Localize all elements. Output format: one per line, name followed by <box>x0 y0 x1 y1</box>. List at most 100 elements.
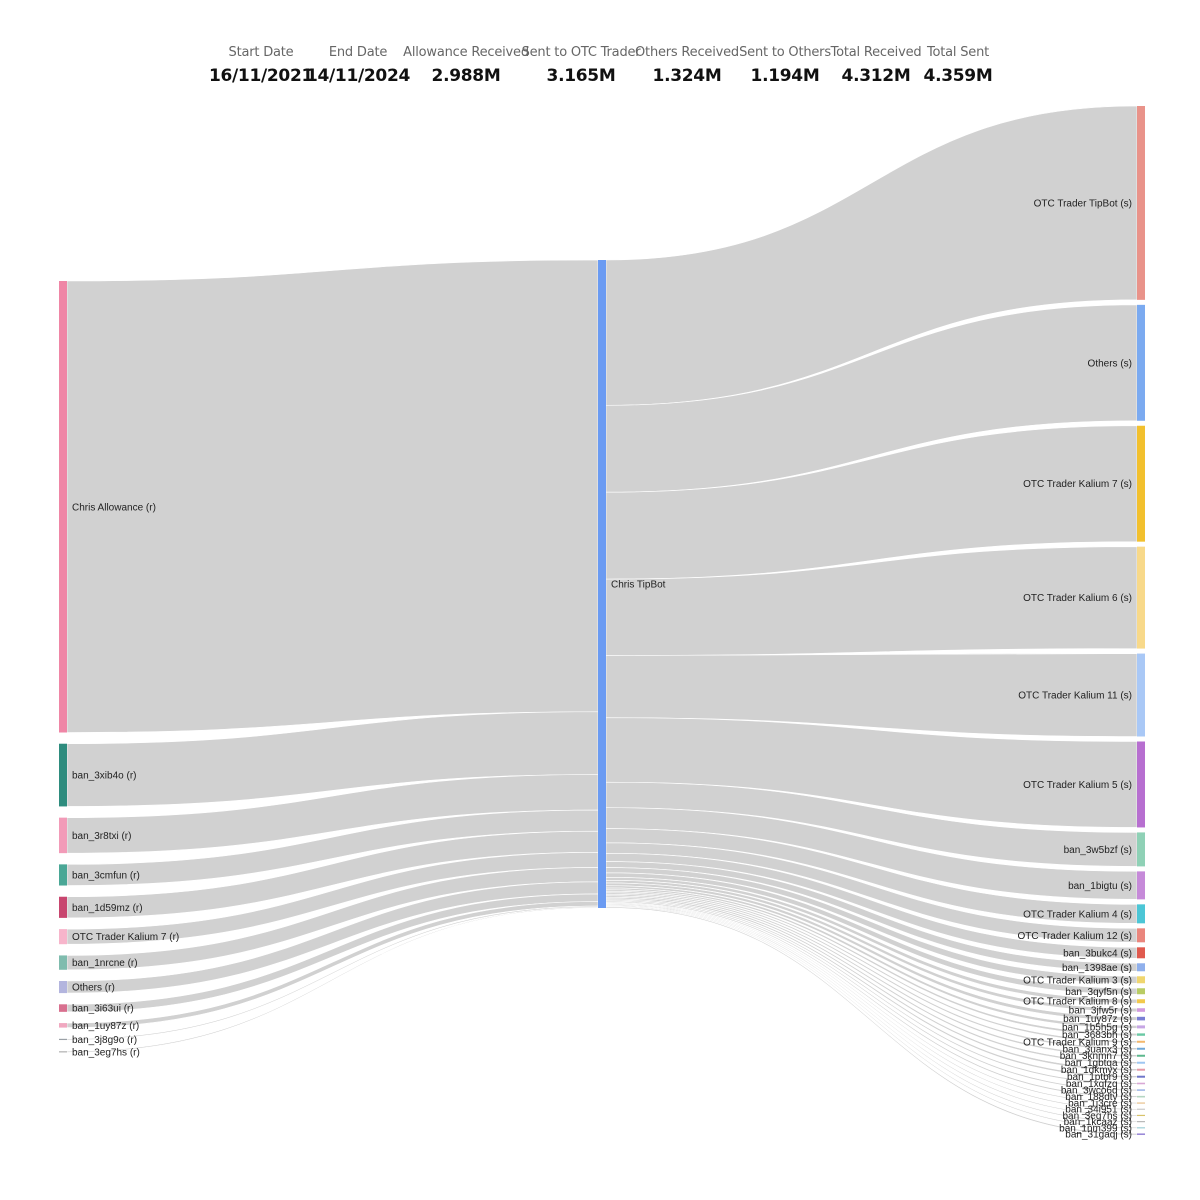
target-node[interactable] <box>1137 1121 1145 1123</box>
target-node-label: OTC Trader TipBot (s) <box>1034 198 1132 209</box>
target-node[interactable] <box>1137 653 1145 737</box>
source-node[interactable] <box>59 281 67 733</box>
target-node[interactable] <box>1137 1068 1145 1071</box>
target-node[interactable] <box>1137 304 1145 421</box>
source-node[interactable] <box>59 981 67 994</box>
target-node[interactable] <box>1137 976 1145 984</box>
outflow-link[interactable] <box>605 853 1138 959</box>
source-node[interactable] <box>59 896 67 918</box>
outflow-link[interactable] <box>605 882 1138 1021</box>
sankey-links <box>66 105 1138 1136</box>
target-node[interactable] <box>1137 741 1145 828</box>
target-node-label: ban_1gbtqa (s) <box>1065 1058 1132 1069</box>
stat-value: 16/11/2021 <box>208 66 314 86</box>
stat-value: 4.312M <box>841 66 911 86</box>
target-node[interactable] <box>1137 1089 1145 1091</box>
target-node[interactable] <box>1137 1040 1145 1043</box>
target-node[interactable] <box>1137 1127 1145 1129</box>
source-node[interactable] <box>59 743 67 807</box>
outflow-link[interactable] <box>605 889 1138 1044</box>
source-node[interactable] <box>59 1004 67 1012</box>
target-node-label: ban_1ptbr9 (s) <box>1067 1072 1132 1083</box>
outflow-link[interactable] <box>605 717 1138 828</box>
target-node[interactable] <box>1137 1061 1145 1064</box>
source-node[interactable] <box>59 1038 67 1041</box>
target-node[interactable] <box>1137 928 1145 943</box>
target-node-label: OTC Trader Kalium 12 (s) <box>1018 931 1132 942</box>
target-node-label: ban_1xqfzq (s) <box>1066 1079 1132 1090</box>
target-node-label: ban_3qyf5n (s) <box>1065 987 1132 998</box>
target-node[interactable] <box>1137 1008 1145 1012</box>
target-node-label: OTC Trader Kalium 8 (s) <box>1023 997 1132 1008</box>
stat-total-received: Total Received 4.312M <box>830 45 922 86</box>
stat-label: Allowance Received <box>403 45 529 60</box>
target-node[interactable] <box>1137 832 1145 867</box>
target-node-label: ban_3eg7hs (s) <box>1063 1111 1133 1122</box>
outflow-link[interactable] <box>605 867 1138 984</box>
target-node[interactable] <box>1137 1016 1145 1021</box>
outflow-link[interactable] <box>605 904 1138 1123</box>
outflow-link[interactable] <box>605 890 1138 1051</box>
target-node-label: ban_1i3cre (s) <box>1068 1099 1132 1110</box>
target-node[interactable] <box>1137 1047 1145 1050</box>
source-node[interactable] <box>59 864 67 886</box>
source-node[interactable] <box>59 929 67 945</box>
stat-value: 4.359M <box>923 66 993 86</box>
target-node[interactable] <box>1137 106 1145 300</box>
target-node[interactable] <box>1137 947 1145 959</box>
target-node[interactable] <box>1137 425 1145 542</box>
target-node[interactable] <box>1137 1133 1145 1136</box>
outflow-link[interactable] <box>605 898 1138 1085</box>
target-node[interactable] <box>1137 1095 1145 1098</box>
stat-start-date: Start Date 16/11/2021 <box>208 45 314 86</box>
outflow-link[interactable] <box>605 895 1138 1072</box>
target-node[interactable] <box>1137 904 1145 924</box>
target-node[interactable] <box>1137 871 1145 900</box>
target-node-label: ban_3wco6q (s) <box>1061 1086 1132 1097</box>
outflow-link[interactable] <box>605 896 1138 1079</box>
source-node-label: ban_1d59mz (r) <box>72 903 143 914</box>
target-node[interactable] <box>1137 988 1145 995</box>
target-node[interactable] <box>1137 999 1145 1004</box>
target-node-label: OTC Trader Kalium 9 (s) <box>1023 1037 1132 1048</box>
outflow-link[interactable] <box>605 872 1138 995</box>
source-node-label: ban_3j8g9o (r) <box>72 1035 137 1046</box>
target-node-label: OTC Trader Kalium 4 (s) <box>1023 909 1132 920</box>
center-node[interactable] <box>598 260 606 908</box>
source-node-label: OTC Trader Kalium 7 (r) <box>72 932 179 943</box>
target-node-label: ban_1uy87z (s) <box>1063 1014 1132 1025</box>
target-node[interactable] <box>1137 1082 1145 1085</box>
outflow-link[interactable] <box>605 905 1138 1129</box>
target-node[interactable] <box>1137 1114 1145 1117</box>
target-node-label: ban_188dty (s) <box>1065 1092 1132 1103</box>
stat-label: Start Date <box>228 45 294 60</box>
target-node[interactable] <box>1137 1108 1145 1110</box>
target-node[interactable] <box>1137 546 1145 649</box>
outflow-link[interactable] <box>605 781 1138 867</box>
outflow-link[interactable] <box>605 902 1138 1111</box>
stat-value: 2.988M <box>431 66 501 86</box>
source-node[interactable] <box>59 955 67 970</box>
target-node[interactable] <box>1137 1054 1145 1057</box>
outflow-link[interactable] <box>605 546 1138 656</box>
source-node[interactable] <box>59 1023 67 1028</box>
outflow-link[interactable] <box>605 903 1138 1117</box>
target-node-label: OTC Trader Kalium 3 (s) <box>1023 975 1132 986</box>
stat-label: Others Received <box>635 45 739 60</box>
outflow-link[interactable] <box>605 842 1138 943</box>
outflow-link[interactable] <box>605 861 1138 972</box>
source-node-label: ban_3i63ui (r) <box>72 1004 134 1015</box>
target-node[interactable] <box>1137 1025 1145 1029</box>
source-node[interactable] <box>59 817 67 854</box>
source-node[interactable] <box>59 1051 67 1053</box>
stat-label: Sent to OTC Trader <box>521 45 641 60</box>
target-node-label: ban_3w5bzf (s) <box>1064 845 1132 856</box>
target-node[interactable] <box>1137 1102 1145 1104</box>
target-node[interactable] <box>1137 1033 1145 1036</box>
target-node[interactable] <box>1137 1075 1145 1078</box>
stat-label: Total Sent <box>926 45 990 60</box>
stat-label: Sent to Others <box>739 45 831 60</box>
inflow-link[interactable] <box>66 259 599 733</box>
target-node[interactable] <box>1137 963 1145 972</box>
target-node-label: ban_3683bh (s) <box>1062 1030 1132 1041</box>
